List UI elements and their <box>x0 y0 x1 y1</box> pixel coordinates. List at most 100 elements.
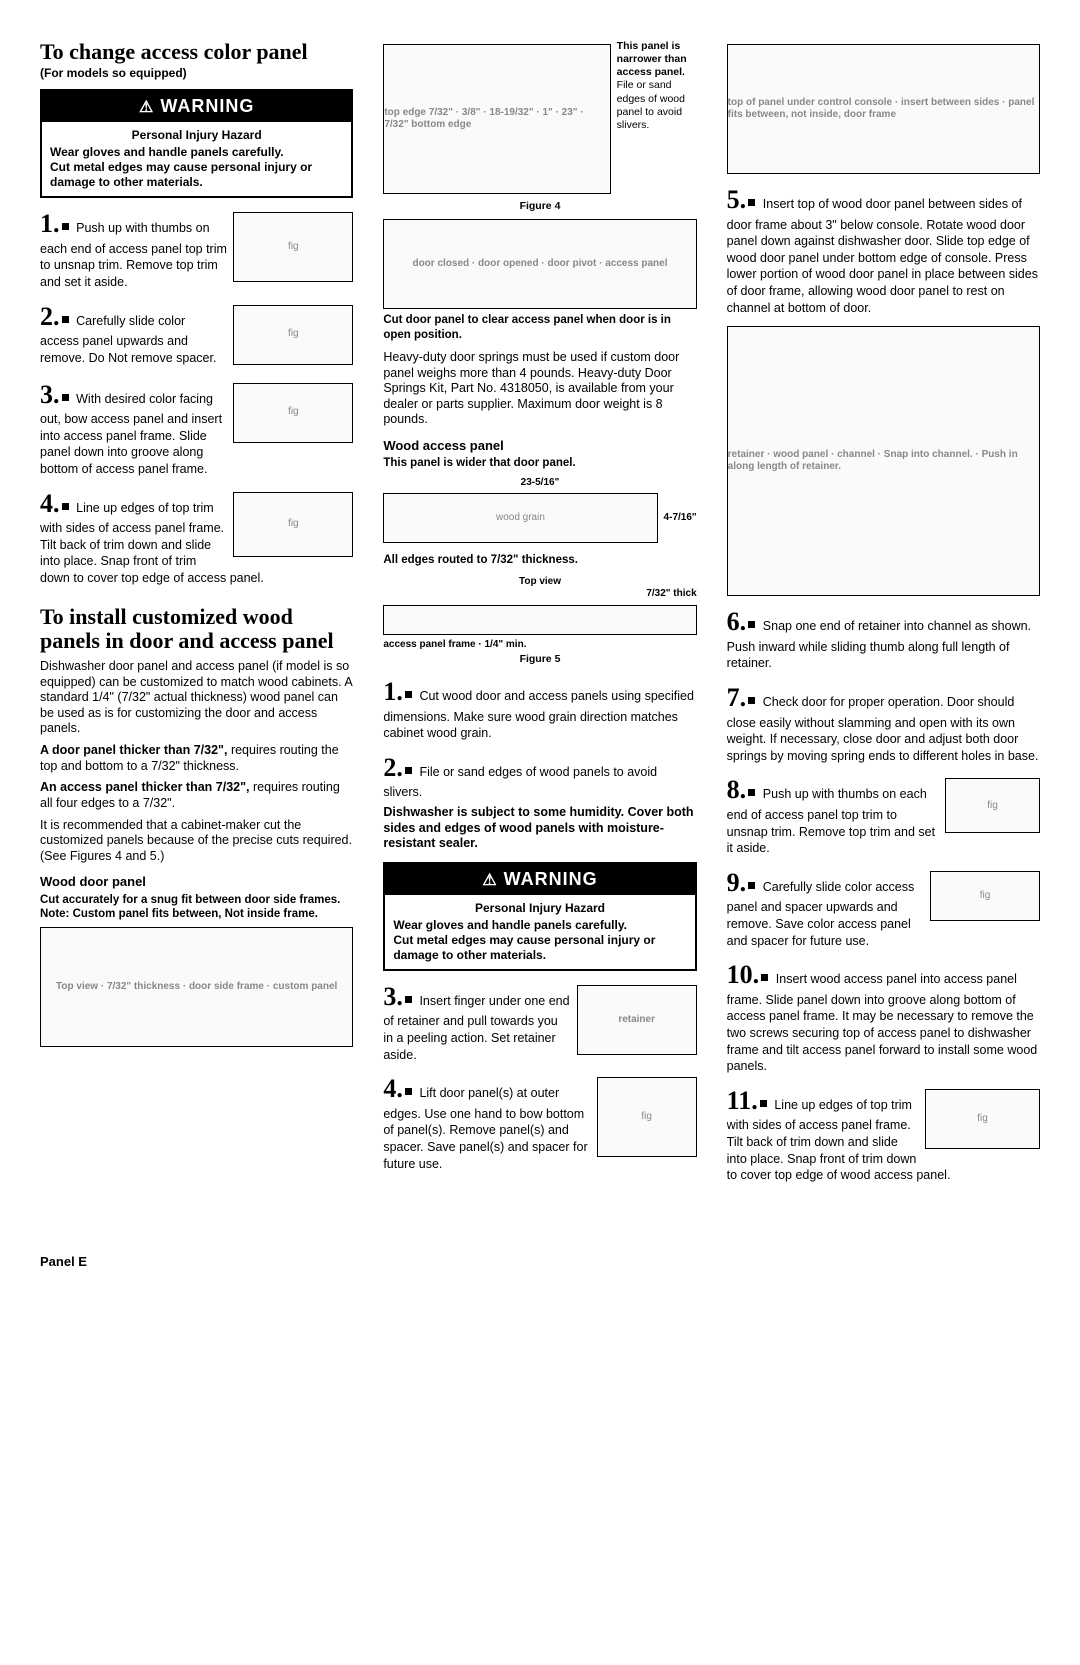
retainer-label: retainer <box>618 1014 655 1027</box>
bullet-icon <box>62 316 69 323</box>
figure-top-labels: top of panel under control console · ins… <box>728 97 1039 122</box>
step-text-3: With desired color facing out, bow acces… <box>40 392 222 476</box>
para-wood-3: An access panel thicker than 7/32", requ… <box>40 780 353 811</box>
wood-access-note: This panel is wider that door panel. <box>383 456 696 470</box>
warning-header-2: ⚠WARNING <box>385 864 694 895</box>
step-text-4: Line up edges of top trim with sides of … <box>40 501 264 585</box>
step-c2-1: 1. Cut wood door and access panels using… <box>383 676 696 742</box>
figure-step11: fig <box>925 1089 1040 1149</box>
column-1: To change access color panel (For models… <box>40 40 353 1194</box>
figure-4b: door closed · door opened · door pivot ·… <box>383 219 696 309</box>
warning-line2-1: Cut metal edges may cause personal injur… <box>50 160 343 190</box>
bullet-icon <box>748 199 755 206</box>
step-2: fig 2. Carefully slide color access pane… <box>40 301 353 369</box>
step-text-8: Push up with thumbs on each end of acces… <box>727 787 935 855</box>
warning-body-2: Personal Injury Hazard Wear gloves and h… <box>385 895 694 969</box>
column-3: top of panel under control console · ins… <box>727 40 1040 1194</box>
bullet-icon <box>748 882 755 889</box>
heading-change-access: To change access color panel <box>40 40 353 64</box>
figure-step2: fig <box>233 305 353 365</box>
dim-width: 23-5/16" <box>383 477 696 490</box>
warning-line1-2: Wear gloves and handle panels carefully. <box>393 918 686 933</box>
step-num-8: 8. <box>727 775 747 804</box>
step-text-1: Push up with thumbs on each end of acces… <box>40 221 227 289</box>
warning-line2-2: Cut metal edges may cause personal injur… <box>393 933 686 963</box>
warning-hazard-1: Personal Injury Hazard <box>50 128 343 143</box>
figure-step9: fig <box>930 871 1040 921</box>
step-num-c2-3: 3. <box>383 982 403 1011</box>
figure4-row: top edge 7/32" · 3/8" · 18-19/32" · 1" ·… <box>383 40 696 198</box>
topview-label: Top view <box>383 576 696 589</box>
subhead-wood-access: Wood access panel <box>383 438 696 454</box>
figure-c2-3: retainer <box>577 985 697 1055</box>
para-wood-4: It is recommended that a cabinet-maker c… <box>40 818 353 865</box>
bullet-icon <box>62 223 69 230</box>
para-wood-2: A door panel thicker than 7/32", require… <box>40 743 353 774</box>
figure-4-diagram: top edge 7/32" · 3/8" · 18-19/32" · 1" ·… <box>383 44 610 194</box>
step-text-c2-3: Insert finger under one end of retainer … <box>383 994 569 1062</box>
step-c2-4: fig 4. Lift door panel(s) at outer edges… <box>383 1073 696 1172</box>
panel-narrow-note: This panel is narrower than access panel… <box>617 40 697 79</box>
page-columns: To change access color panel (For models… <box>40 40 1040 1194</box>
edges-routed: All edges routed to 7/32" thickness. <box>383 553 696 567</box>
step-text-5: Insert top of wood door panel between si… <box>727 197 1038 315</box>
step-1: fig 1. Push up with thumbs on each end o… <box>40 208 353 290</box>
warning-icon: ⚠ <box>482 871 497 891</box>
step-num-c2-4: 4. <box>383 1074 403 1103</box>
step-c2-3: retainer 3. Insert finger under one end … <box>383 981 696 1063</box>
figure-wood-access: wood grain <box>383 493 657 543</box>
figure-step4: fig <box>233 492 353 557</box>
step-num-c2-1: 1. <box>383 677 403 706</box>
step-text-c2-4: Lift door panel(s) at outer edges. Use o… <box>383 1086 587 1170</box>
step-7: 7. Check door for proper operation. Door… <box>727 682 1040 764</box>
step-text-c2-1: Cut wood door and access panels using sp… <box>383 689 694 740</box>
bullet-icon <box>62 503 69 510</box>
step-text-9: Carefully slide color access panel and s… <box>727 880 915 948</box>
step-num-3: 3. <box>40 380 60 409</box>
bullet-icon <box>748 789 755 796</box>
wood-access-dims: 23-5/16" wood grain 4-7/16" <box>383 477 696 548</box>
figure5-caption: Figure 5 <box>383 653 696 666</box>
para-wood-3a: An access panel thicker than 7/32", <box>40 780 250 794</box>
figure-step1: fig <box>233 212 353 282</box>
subtitle-models: (For models so equipped) <box>40 66 353 81</box>
panel-sand-note: File or sand edges of wood panel to avoi… <box>617 79 697 132</box>
figure-topview <box>383 605 696 635</box>
step-num-7: 7. <box>727 683 747 712</box>
step-11: fig 11. Line up edges of top trim with s… <box>727 1085 1040 1184</box>
step-num-6: 6. <box>727 607 747 636</box>
figure-wood-door-labels: Top view · 7/32" thickness · door side f… <box>56 981 337 994</box>
page-footer: Panel E <box>40 1254 1040 1270</box>
step-num-c2-2: 2. <box>383 753 403 782</box>
bullet-icon <box>748 621 755 628</box>
step-num-5: 5. <box>727 185 747 214</box>
step-text-7: Check door for proper operation. Door sh… <box>727 695 1039 763</box>
figure4-dims: top edge 7/32" · 3/8" · 18-19/32" · 1" ·… <box>384 107 609 132</box>
warning-hazard-2: Personal Injury Hazard <box>393 901 686 916</box>
step-c2-2: 2. File or sand edges of wood panels to … <box>383 752 696 852</box>
warning-header-1: ⚠WARNING <box>42 91 351 122</box>
bullet-icon <box>405 1088 412 1095</box>
step-num-4: 4. <box>40 489 60 518</box>
topview-labels2: access panel frame · 1/4" min. <box>383 639 696 652</box>
figure4-caption: Figure 4 <box>383 200 696 213</box>
heading-install-wood: To install customized wood panels in doo… <box>40 605 353 653</box>
bullet-icon <box>761 974 768 981</box>
step-4: fig 4. Line up edges of top trim with si… <box>40 488 353 587</box>
step-6: 6. Snap one end of retainer into channel… <box>727 606 1040 672</box>
warning-title-1: WARNING <box>160 96 254 116</box>
bullet-icon <box>748 697 755 704</box>
step-text-11: Line up edges of top trim with sides of … <box>727 1098 951 1182</box>
warning-body-1: Personal Injury Hazard Wear gloves and h… <box>42 122 351 196</box>
step-text-10: Insert wood access panel into access pan… <box>727 972 1038 1073</box>
dim-height: 4-7/16" <box>664 512 697 525</box>
figure-step3: fig <box>233 383 353 443</box>
topview-thick: 7/32" thick <box>383 588 696 601</box>
step-num-2: 2. <box>40 302 60 331</box>
step-num-11: 11. <box>727 1086 758 1115</box>
para-wood-2a: A door panel thicker than 7/32", <box>40 743 227 757</box>
figure-c2-4: fig <box>597 1077 697 1157</box>
figure4b-labels: door closed · door opened · door pivot ·… <box>412 258 667 271</box>
heavy-springs-note: Heavy-duty door springs must be used if … <box>383 350 696 428</box>
bullet-icon <box>62 394 69 401</box>
